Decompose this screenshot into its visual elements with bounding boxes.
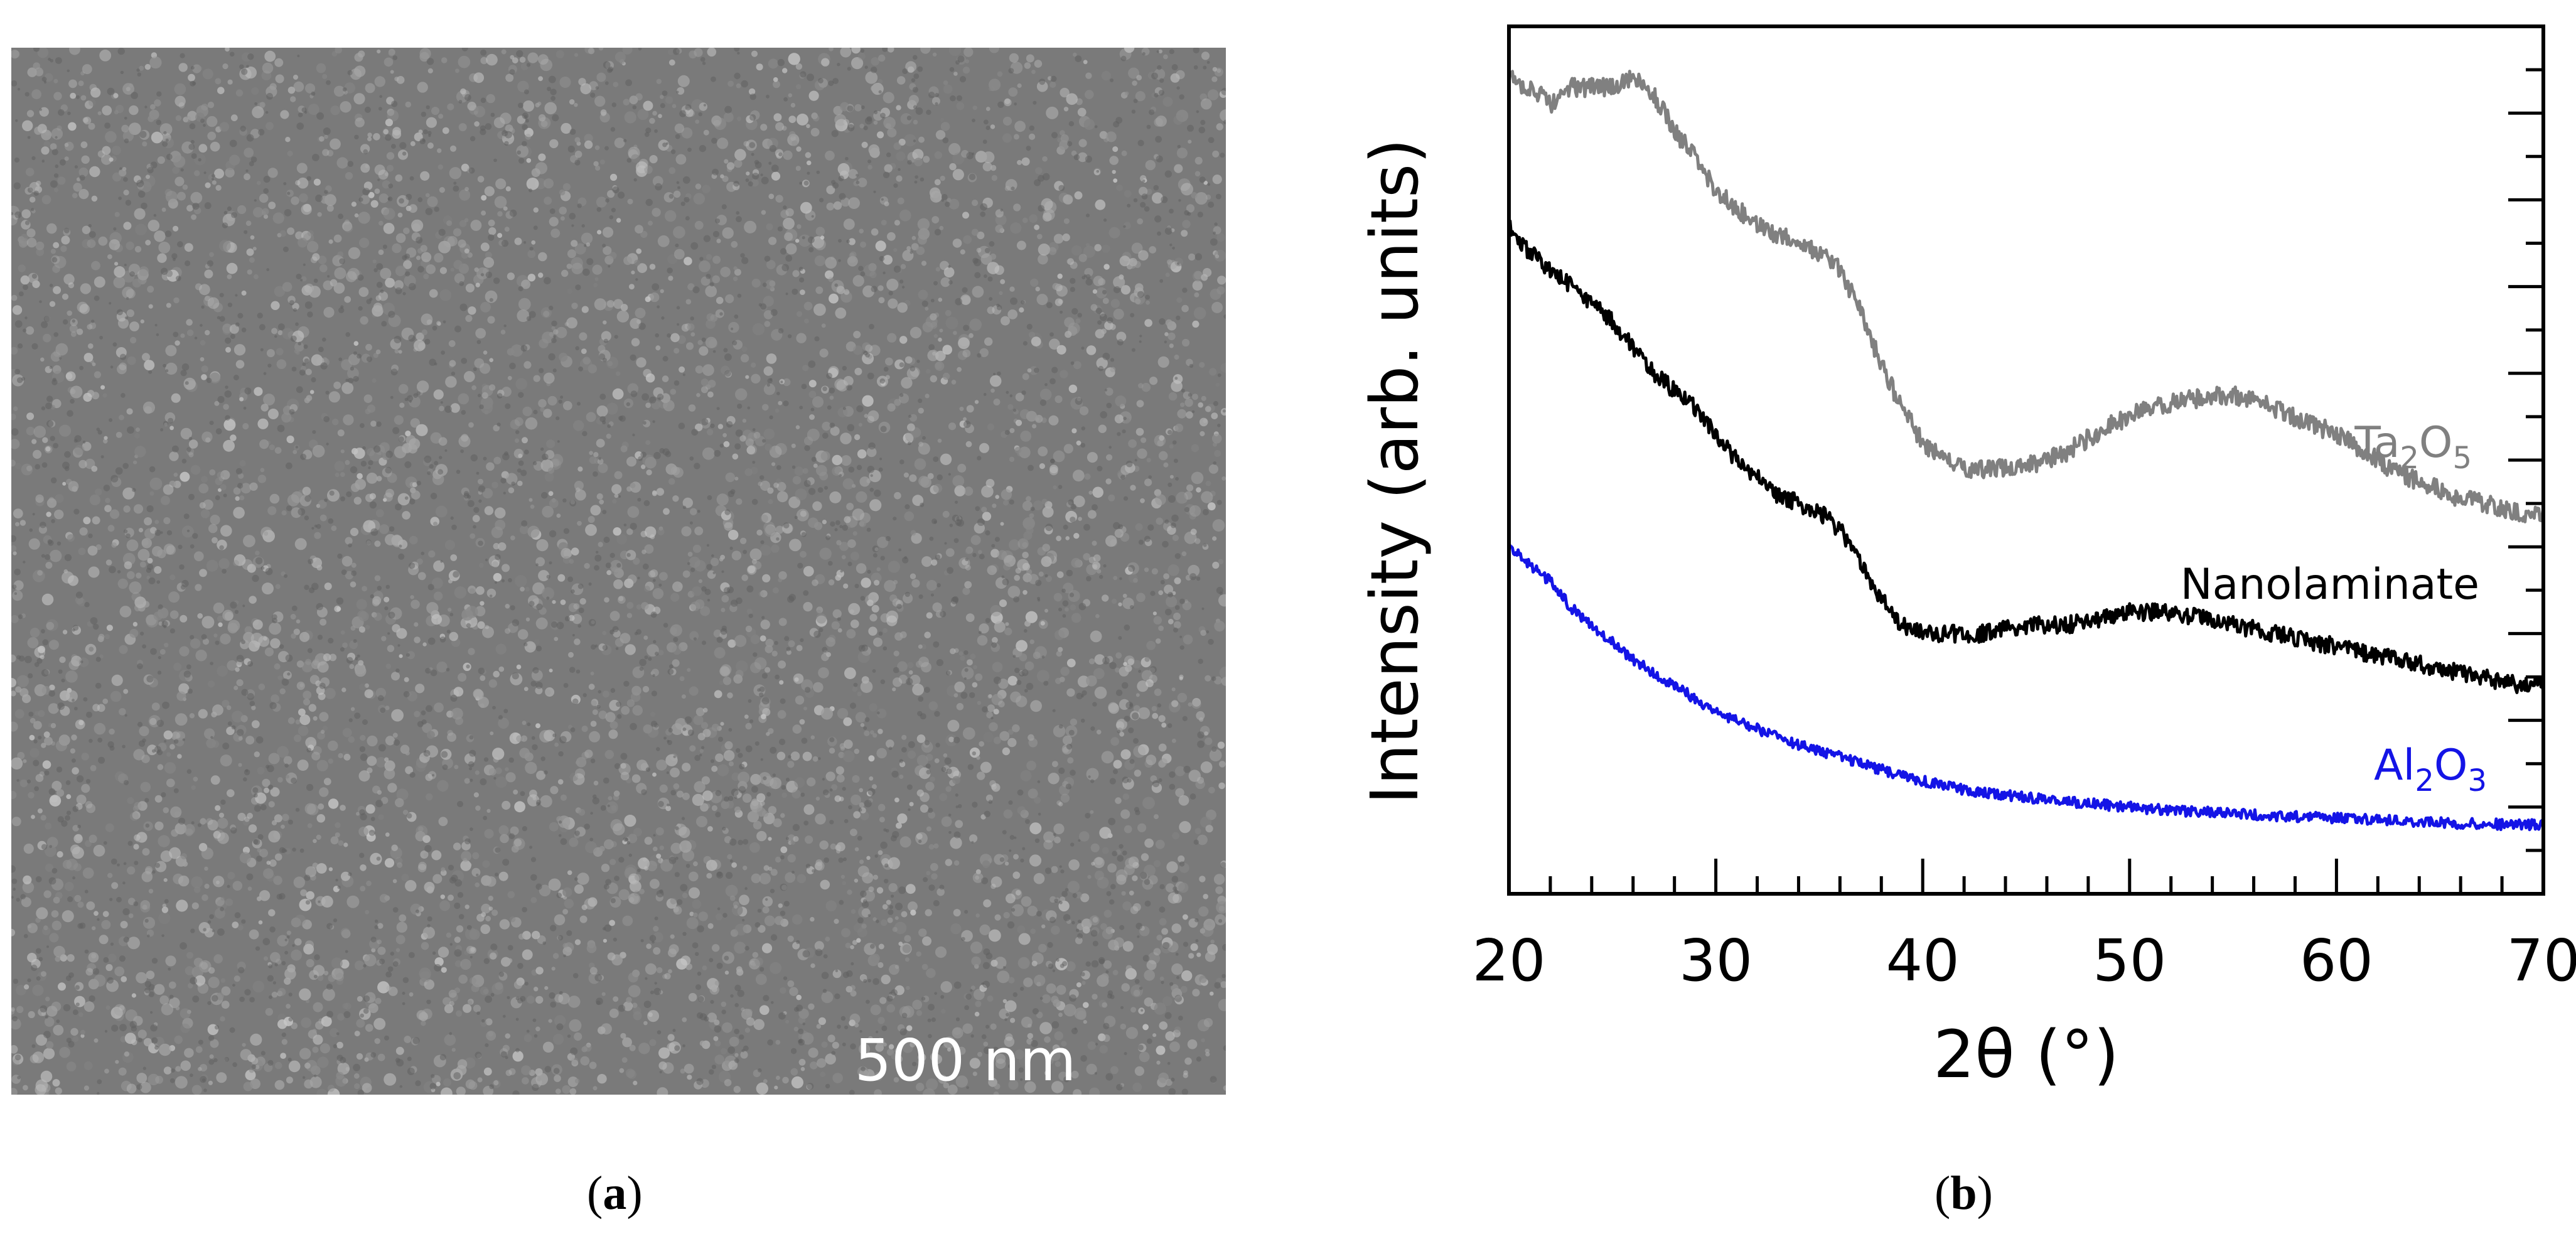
series-line-nanolaminate xyxy=(1507,219,2545,694)
series-labels: Ta2O5 Nanolaminate Al2O3 xyxy=(2181,418,2487,798)
tick-layer xyxy=(1507,68,2545,894)
sem-image: 500 nm xyxy=(11,48,1226,1095)
series-layer xyxy=(1507,70,2545,832)
x-axis-label: 2θ (°) xyxy=(1933,1016,2119,1093)
caption-b: (b) xyxy=(1935,1167,1993,1220)
x-tick-label: 30 xyxy=(1679,927,1752,994)
x-tick-label: 40 xyxy=(1886,927,1960,994)
series-label-al2o3: Al2O3 xyxy=(2374,741,2487,798)
sem-grains xyxy=(11,48,1226,1095)
series-label-ta2o5: Ta2O5 xyxy=(2354,418,2472,476)
series-label-nanolaminate: Nanolaminate xyxy=(2181,560,2479,609)
x-tick-label: 20 xyxy=(1472,927,1545,994)
x-tick-label: 50 xyxy=(2093,927,2166,994)
plot-frame xyxy=(1507,24,2545,896)
series-line-al2o3 xyxy=(1507,542,2545,832)
x-tick-label: 70 xyxy=(2506,927,2576,994)
y-axis-label: Intensity (arb. units) xyxy=(1356,138,1433,804)
sem-texture xyxy=(11,48,1226,1095)
caption-a: (a) xyxy=(587,1167,643,1220)
x-tick-label: 60 xyxy=(2300,927,2373,994)
x-tick-labels: 20 30 40 50 60 70 xyxy=(1472,927,2576,994)
series-line-ta2o5 xyxy=(1507,70,2545,523)
scalebar-label: 500 nm xyxy=(854,1027,1076,1094)
